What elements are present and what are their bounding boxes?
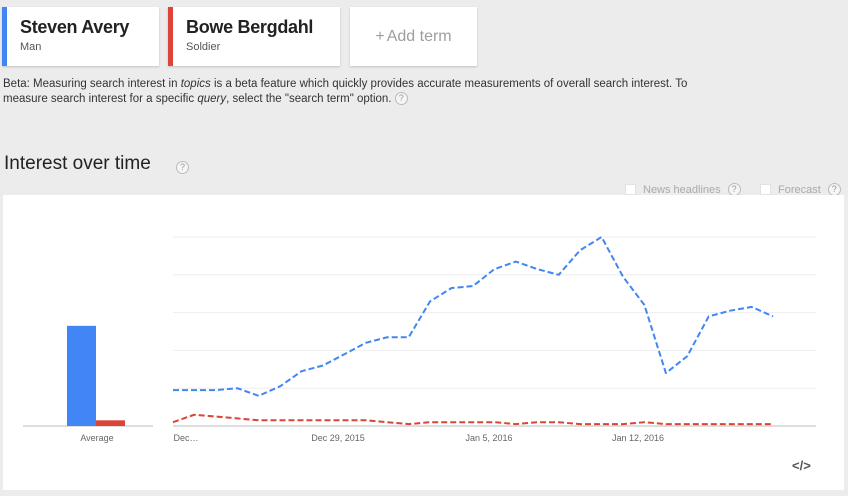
x-tick-label: Jan 5, 2016 — [465, 433, 512, 443]
x-tick-label: Jan 12, 2016 — [612, 433, 664, 443]
forecast-label: Forecast — [778, 183, 821, 196]
term-category: Soldier — [186, 41, 221, 53]
term-card-bowe-bergdahl[interactable]: Bowe Bergdahl Soldier — [168, 7, 340, 66]
forecast-option[interactable]: Forecast ? — [760, 183, 841, 196]
forecast-checkbox[interactable] — [760, 184, 771, 195]
interest-over-time-chart: Average Dec… Dec 29, 2015 Jan 5, 2016 Jan 12… — [3, 195, 844, 490]
average-bar — [96, 420, 125, 426]
x-tick-label: Dec 29, 2015 — [311, 433, 365, 443]
series-line-steven-avery — [173, 236, 774, 397]
help-icon[interactable]: ? — [176, 161, 189, 174]
average-label: Average — [80, 433, 113, 443]
embed-code-icon[interactable]: </> — [792, 458, 811, 473]
beta-note-query: query — [197, 93, 227, 105]
average-bar — [67, 325, 96, 426]
add-term-label: Add term — [386, 27, 452, 45]
beta-note-topics: topics — [180, 78, 211, 90]
help-icon[interactable]: ? — [394, 92, 408, 106]
news-headlines-checkbox[interactable] — [625, 184, 636, 195]
beta-note-text: is a beta feature which quickly provides… — [3, 78, 688, 105]
x-tick-label: Dec… — [173, 433, 198, 443]
beta-note: Beta: Measuring search interest in topic… — [3, 77, 693, 107]
section-title: Interest over time — [4, 153, 151, 174]
term-name: Bowe Bergdahl — [186, 17, 314, 37]
beta-note-text: , select the "search term" option. — [226, 93, 392, 105]
news-headlines-option[interactable]: News headlines ? — [625, 183, 741, 196]
add-term-button[interactable]: + Add term — [350, 7, 477, 66]
news-headlines-label: News headlines — [643, 183, 721, 196]
term-name: Steven Avery — [20, 17, 130, 37]
series-line-bowe-bergdahl — [172, 413, 773, 426]
plus-icon: + — [375, 27, 385, 45]
term-color-bar — [2, 7, 7, 66]
term-color-bar — [168, 7, 173, 66]
term-card-steven-avery[interactable]: Steven Avery Man — [2, 7, 159, 66]
beta-note-text: Beta: Measuring search interest in — [3, 78, 181, 90]
term-category: Man — [20, 41, 42, 53]
chart-svg: Average Dec… Dec 29, 2015 Jan 5, 2016 Jan 12… — [23, 236, 816, 443]
